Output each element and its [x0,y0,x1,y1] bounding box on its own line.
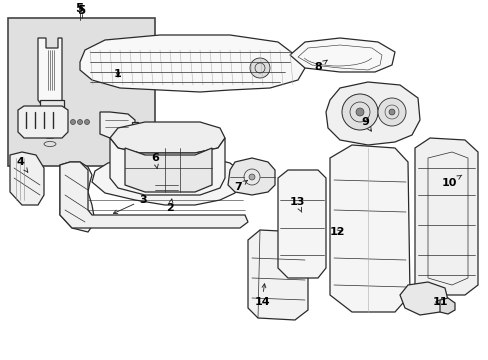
Polygon shape [40,100,64,108]
Polygon shape [110,138,224,195]
Polygon shape [38,38,62,108]
Polygon shape [289,38,394,72]
Polygon shape [125,148,212,192]
Text: 14: 14 [254,284,269,307]
Polygon shape [60,162,247,228]
Text: 5: 5 [75,3,83,15]
Text: 13: 13 [289,197,304,212]
Polygon shape [227,158,274,195]
Text: 1: 1 [114,69,122,79]
Circle shape [77,120,82,125]
Bar [155,183,179,193]
Circle shape [249,58,269,78]
Polygon shape [325,82,419,145]
FancyBboxPatch shape [8,18,155,166]
Polygon shape [247,230,307,320]
Polygon shape [10,152,44,205]
Text: 9: 9 [360,117,371,131]
Circle shape [355,108,363,116]
Circle shape [70,120,75,125]
Circle shape [388,109,394,115]
Text: 7: 7 [234,180,247,192]
Polygon shape [278,170,325,278]
Text: 5: 5 [77,4,85,17]
Text: 12: 12 [328,227,344,237]
Polygon shape [100,112,135,138]
Text: 4: 4 [16,157,28,172]
Text: 2: 2 [166,199,174,213]
Polygon shape [414,138,477,295]
Polygon shape [60,162,95,232]
Circle shape [377,98,405,126]
Polygon shape [110,122,224,153]
Polygon shape [439,298,454,314]
Text: 10: 10 [440,175,461,188]
Text: 3: 3 [113,195,146,213]
Text: 11: 11 [431,297,447,307]
Circle shape [84,120,89,125]
Polygon shape [329,145,409,312]
Polygon shape [80,35,305,92]
Polygon shape [399,282,447,315]
Circle shape [341,94,377,130]
Text: 8: 8 [313,60,326,72]
Polygon shape [132,122,138,130]
Polygon shape [92,156,240,205]
Circle shape [248,174,254,180]
Polygon shape [18,106,68,138]
Text: 6: 6 [151,153,159,168]
